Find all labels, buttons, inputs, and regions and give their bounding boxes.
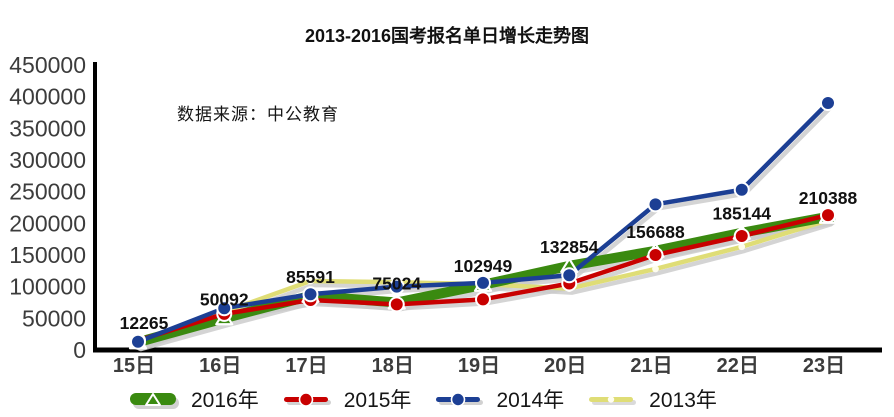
x-tick-label: 16日 (199, 355, 241, 377)
legend-label-2016: 2016年 (191, 389, 259, 412)
x-tick-label: 17日 (285, 355, 327, 377)
x-tick-label: 21日 (630, 355, 672, 377)
chart-legend: 2016年 2015年 2014年 2013年 (128, 384, 717, 414)
legend-label-2014: 2014年 (496, 389, 565, 412)
legend-marker-2015-icon (283, 392, 331, 407)
data-label-2016: 185144 (713, 204, 772, 224)
legend-marker-2013-icon (589, 396, 637, 405)
legend-item-2013: 2013年 (586, 384, 717, 414)
x-tick-label: 15日 (113, 355, 155, 377)
marker-2014 (561, 267, 578, 284)
marker-2014 (820, 95, 836, 111)
x-tick-label: 23日 (803, 355, 845, 377)
marker-2014 (130, 333, 146, 350)
legend-label-2015: 2015年 (343, 389, 412, 412)
source-note: 数据来源：中公教育 (177, 105, 339, 124)
legend-item-2015: 2015年 (281, 384, 412, 414)
marker-2014 (302, 286, 319, 303)
y-tick-label: 350000 (9, 115, 86, 141)
y-tick-label: 200000 (9, 210, 86, 236)
legend-marker-2016-icon (130, 393, 179, 409)
data-label-2016: 12265 (120, 313, 169, 333)
marker-2015 (647, 247, 664, 263)
data-label-2016: 156688 (626, 222, 685, 242)
data-label-2016: 210388 (799, 188, 858, 208)
marker-2014 (733, 181, 750, 198)
marker-2013 (307, 277, 314, 285)
y-tick-label: 250000 (9, 179, 86, 205)
data-label-2016: 132854 (540, 237, 599, 257)
marker-2014 (647, 196, 664, 213)
legend-item-2016: 2016年 (128, 384, 259, 414)
marker-2015 (733, 228, 750, 244)
data-label-2016: 85591 (286, 267, 335, 287)
x-tick-label: 18日 (372, 355, 414, 377)
marker-2013 (738, 243, 746, 251)
marker-2013 (652, 265, 659, 273)
marker-2014 (216, 300, 233, 317)
legend-item-2014: 2014年 (433, 384, 564, 414)
chart-title: 2013-2016国考报名单日增长走势图 (304, 26, 590, 46)
marker-2014 (388, 278, 405, 295)
data-label-2016: 50092 (200, 289, 249, 309)
x-tick-label: 20日 (544, 355, 586, 377)
data-label-2016: 102949 (454, 256, 513, 276)
y-tick-label: 150000 (9, 242, 86, 268)
y-tick-label: 450000 (9, 52, 86, 78)
y-tick-label: 400000 (9, 84, 86, 110)
x-tick-label: 22日 (717, 355, 759, 377)
legend-label-2013: 2013年 (649, 389, 717, 412)
x-tick-label: 19日 (458, 355, 500, 377)
y-tick-label: 0 (73, 337, 86, 363)
legend-marker-2014-icon (436, 392, 484, 407)
y-tick-label: 100000 (9, 274, 86, 300)
y-tick-label: 50000 (22, 305, 86, 331)
data-label-2016: 75024 (372, 273, 421, 293)
marker-2015 (820, 207, 836, 224)
marker-2015 (388, 296, 405, 313)
marker-2014 (475, 274, 491, 291)
y-tick-label: 300000 (9, 147, 86, 173)
marker-2015 (475, 291, 491, 308)
